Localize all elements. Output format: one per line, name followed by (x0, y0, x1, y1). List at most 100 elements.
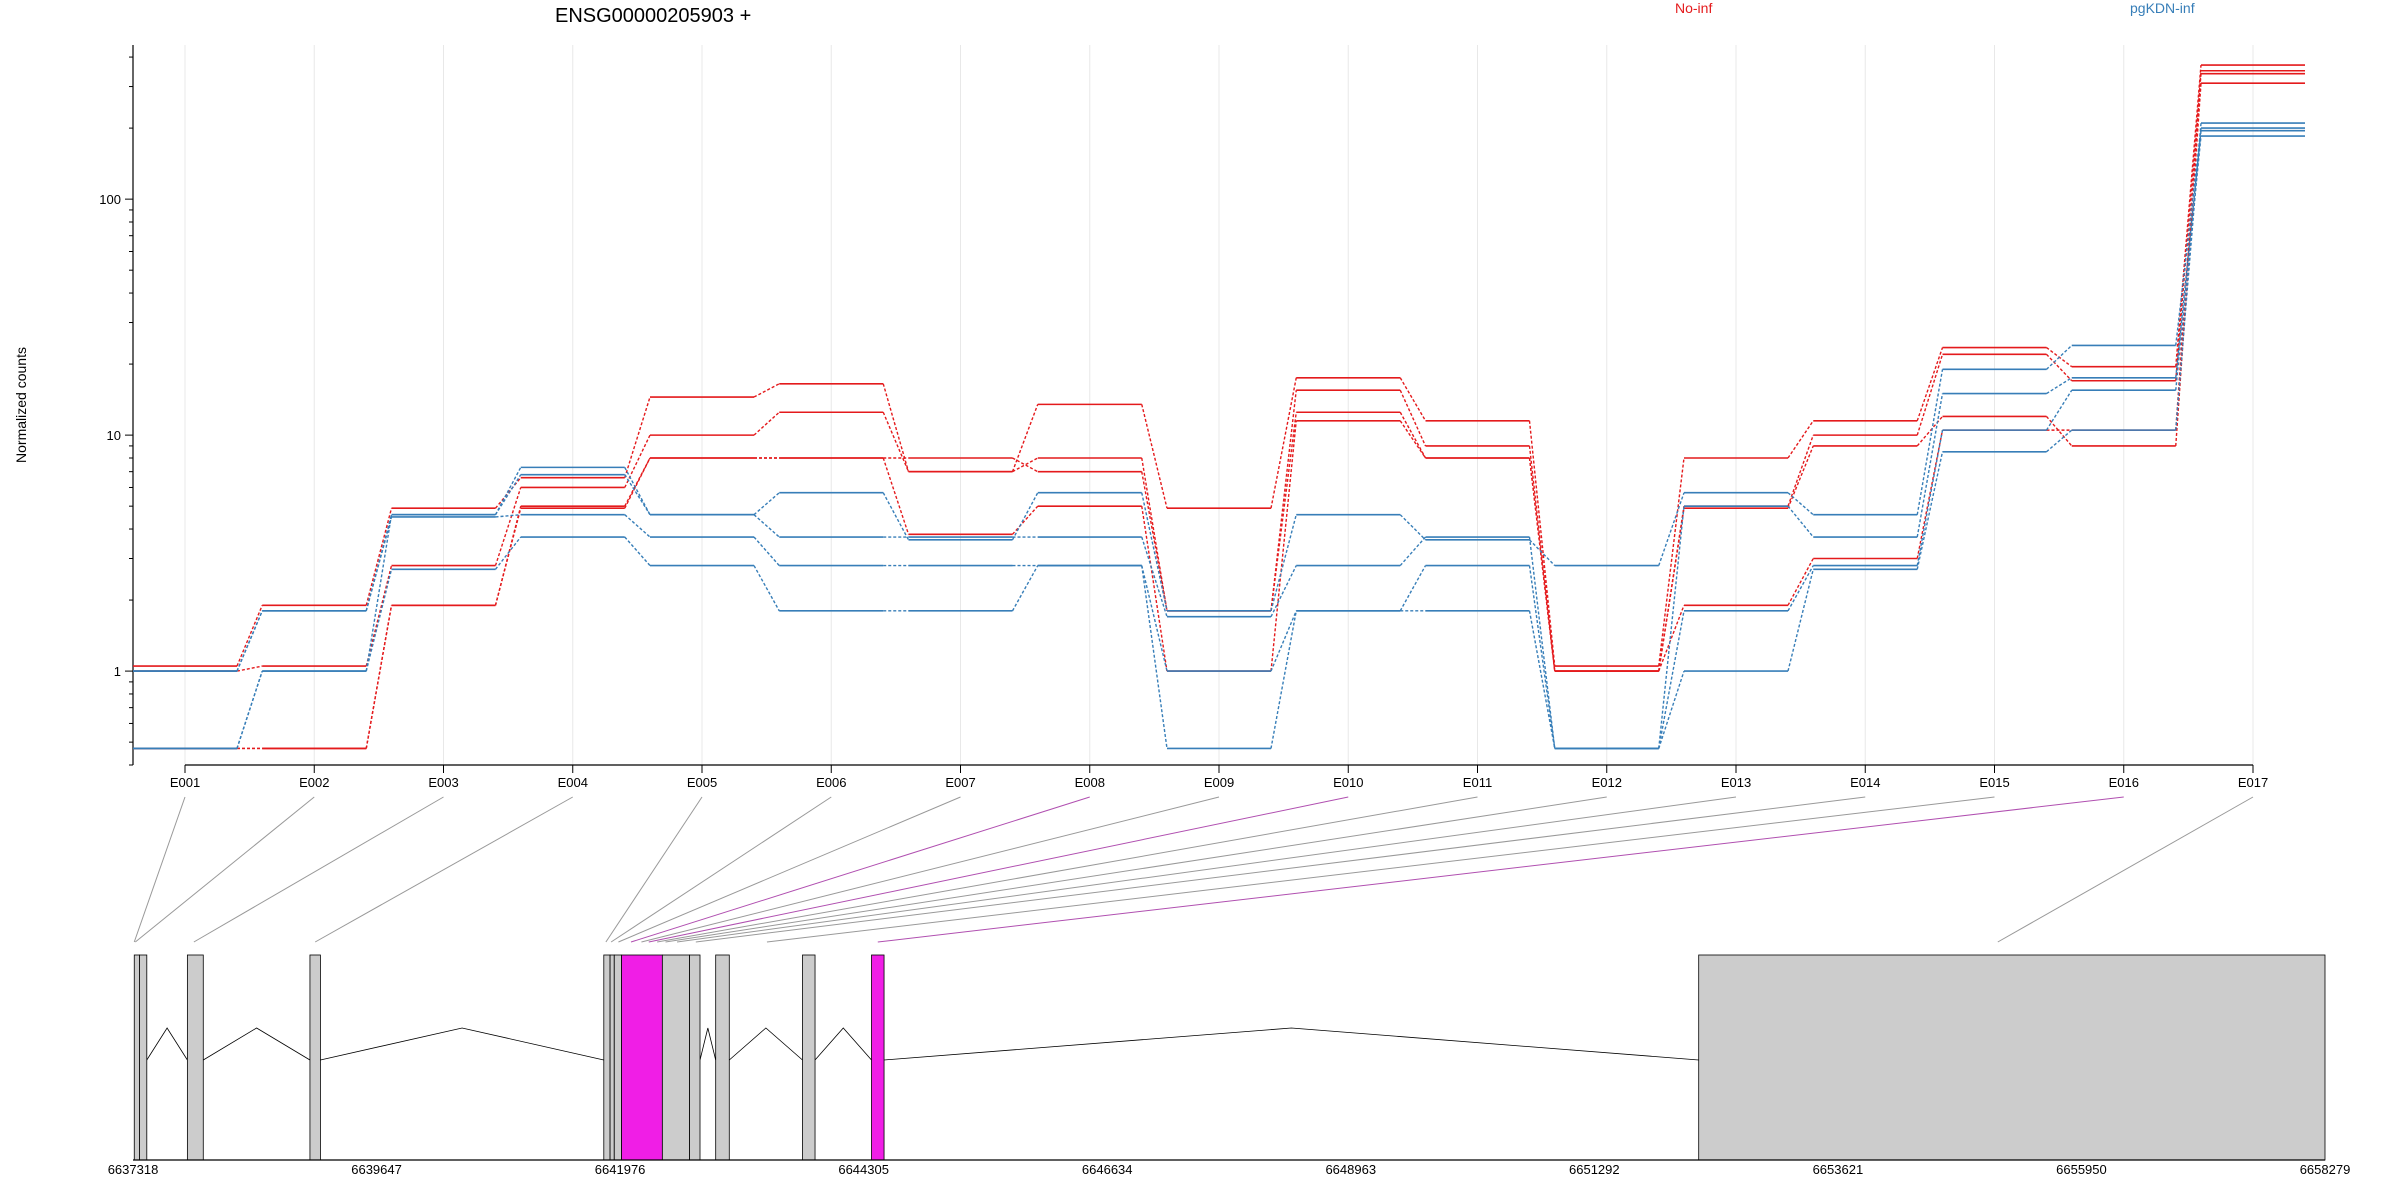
genome-tick-label: 6648963 (1325, 1162, 1376, 1177)
connector-E002 (134, 796, 315, 943)
series-transition-E010 (1399, 420, 1427, 459)
series-transition-E008 (1141, 457, 1168, 611)
connector-E003 (193, 796, 444, 943)
series-transition-E007 (1011, 492, 1039, 541)
series-transition-E005 (753, 492, 780, 516)
series-transition-E003 (494, 477, 522, 509)
series-transition-E002 (365, 605, 393, 749)
intron (699, 1027, 717, 1061)
gene-model (133, 954, 2326, 1161)
series-transition-E016 (2175, 130, 2202, 378)
connector-E008 (630, 796, 1090, 943)
connector-E013 (676, 796, 1737, 943)
series-transition-E012 (1658, 506, 1685, 749)
series-transition-E012 (1658, 492, 1685, 566)
genome-tick-label: 6655950 (2056, 1162, 2107, 1177)
series-transition-E003 (494, 487, 522, 566)
series-transition-E007 (1011, 505, 1039, 535)
connector-E006 (610, 796, 832, 943)
x-tick-label-E001: E001 (170, 775, 200, 790)
exon-E004 (309, 954, 321, 1161)
genome-tick-label: 6651292 (1569, 1162, 1620, 1177)
series-transition-E007 (1011, 404, 1039, 472)
genome-axis-ticks: 6637318 6639647 6641976 6644305 6646634 66489… (108, 1159, 2350, 1177)
genome-tick-label: 6641976 (595, 1162, 646, 1177)
series-transition-E006 (882, 457, 910, 535)
series-transition-E010 (1399, 565, 1427, 612)
exon-E010 (689, 954, 701, 1161)
x-tick-label-E005: E005 (687, 775, 717, 790)
series-transition-E010 (1399, 411, 1427, 459)
connector-E001 (133, 796, 186, 943)
connector-E015 (766, 796, 1995, 943)
intron (814, 1027, 872, 1061)
series-transition-E009 (1270, 412, 1297, 611)
axes: 1 10 100 (99, 45, 2253, 766)
x-tick-label-E015: E015 (1979, 775, 2009, 790)
series-transition-E003 (494, 508, 522, 606)
exon-E012 (802, 954, 816, 1161)
connector-E005 (605, 796, 703, 943)
series-transition-E013 (1787, 492, 1814, 516)
series-transition-E015 (2046, 429, 2073, 453)
series-transition-E007 (1011, 565, 1039, 612)
series-transition-E008 (1141, 506, 1168, 672)
y-tick-label: 1 (114, 664, 121, 679)
legend-pgkdn-inf: pgKDN-inf (2130, 0, 2195, 16)
series-transition-E012 (1658, 605, 1685, 672)
series-transition-E005 (753, 411, 780, 436)
series-transition-E003 (494, 474, 522, 516)
x-tick-label-E010: E010 (1333, 775, 1363, 790)
genome-tick-label: 6646634 (1082, 1162, 1133, 1177)
series-transition-E011 (1528, 457, 1556, 672)
exon-E002 (139, 954, 148, 1161)
series-transition-E015 (2045, 353, 2073, 382)
x-tick-label-E009: E009 (1204, 775, 1234, 790)
x-tick-label-E013: E013 (1721, 775, 1751, 790)
series-transition-E008 (1141, 404, 1168, 509)
exon-E005 (603, 954, 611, 1161)
series-transition-E005 (753, 565, 780, 612)
series-transition-E014 (1916, 429, 1944, 566)
series-transition-E015 (2045, 389, 2073, 431)
series-transition-E016 (2175, 65, 2202, 367)
series-transition-E004 (624, 536, 651, 567)
series-transition-E014 (1916, 347, 1944, 422)
series-transition-E008 (1141, 471, 1168, 611)
series-transition-E014 (1916, 393, 1944, 538)
series-transition-E013 (1787, 420, 1814, 459)
series-transition-E013 (1787, 434, 1814, 507)
series-transition-E005 (753, 536, 780, 567)
series-transition-E006 (882, 411, 910, 472)
connector-E009 (641, 796, 1220, 943)
x-tick-label-E003: E003 (428, 775, 458, 790)
series-transition-E002 (365, 508, 393, 606)
exon-E006 (609, 954, 615, 1161)
connector-E016 (877, 796, 2124, 943)
connector-E014 (695, 796, 1866, 943)
exon-connectors (133, 796, 2254, 943)
x-tick-label-E014: E014 (1850, 775, 1880, 790)
series-transition-E013 (1787, 565, 1814, 612)
series-transition-E005 (753, 514, 780, 538)
series-transition-E015 (2046, 344, 2073, 370)
series-transition-E002 (365, 514, 393, 672)
series-transition-E014 (1916, 369, 1944, 515)
series-pgKDN-inf-8 (133, 122, 2305, 750)
series-transition-E004 (624, 457, 651, 507)
series-transition-E006 (882, 492, 910, 541)
x-tick-label-E008: E008 (1075, 775, 1105, 790)
exon-E007 (613, 954, 622, 1161)
series-transition-E010 (1399, 514, 1426, 541)
genome-tick-label: 6639647 (351, 1162, 402, 1177)
x-tick-label-E017: E017 (2238, 775, 2268, 790)
series-transition-E011 (1529, 539, 1556, 567)
series-transition-E009 (1270, 390, 1297, 611)
intron (203, 1027, 311, 1061)
series-transition-E001 (236, 610, 263, 672)
series-transition-E010 (1399, 389, 1427, 447)
series-transition-E008 (1141, 492, 1168, 612)
series-transition-E005 (753, 383, 780, 398)
x-tick-label-E016: E016 (2109, 775, 2139, 790)
